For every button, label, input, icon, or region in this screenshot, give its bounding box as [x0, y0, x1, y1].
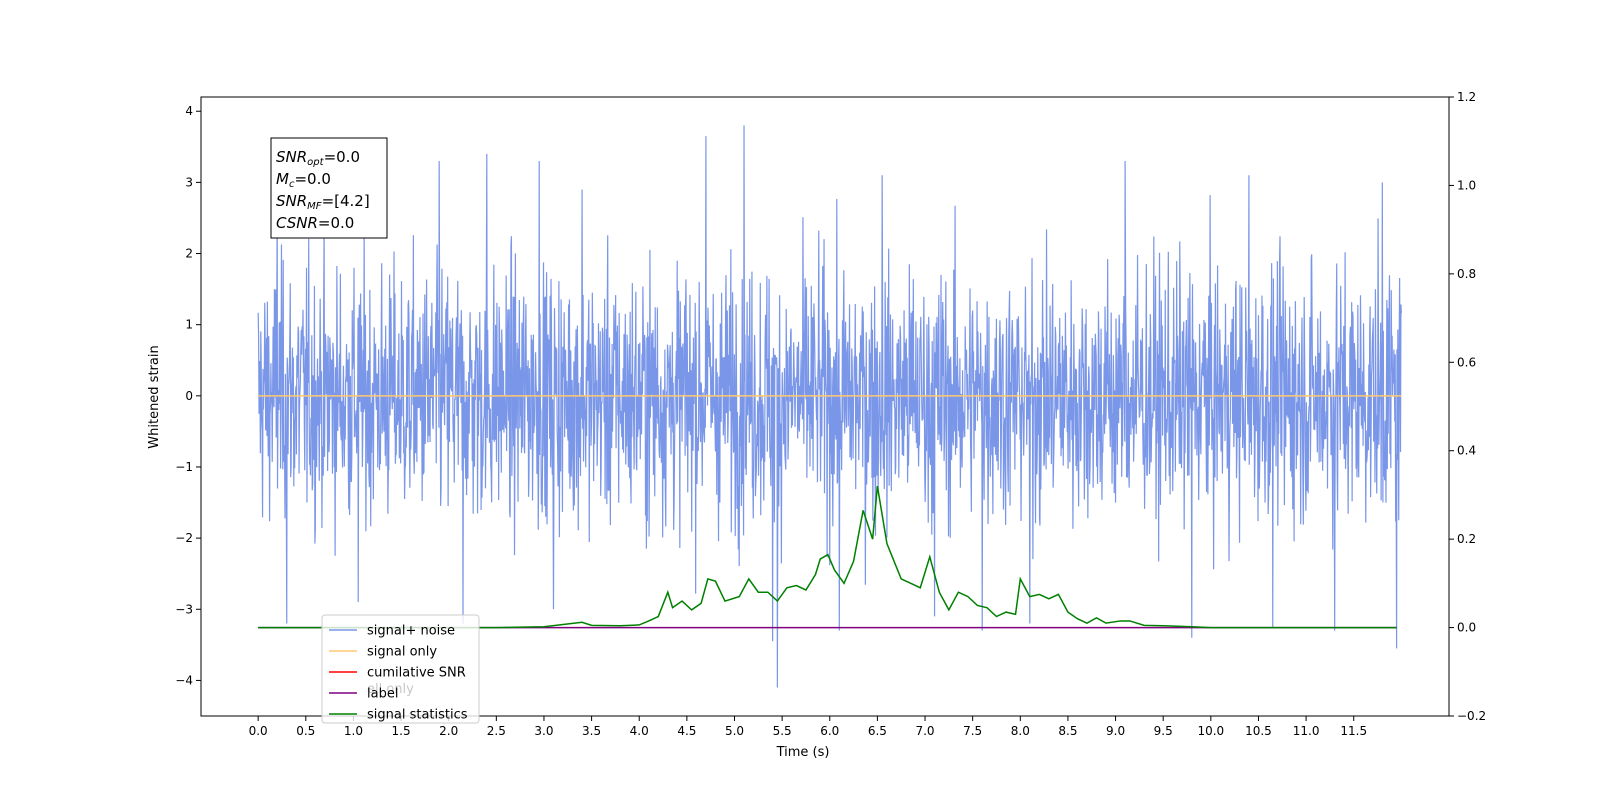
- x-tick-label: 11.0: [1293, 724, 1320, 738]
- axes-layer: 0.0 0.5 1.0 1.5 2.0 2.5 3.0 3.5 4.0 4.5 5.0 5.5 6.0 6…: [175, 90, 1486, 738]
- series-signal-statistics-line: [258, 485, 1397, 629]
- x-tick-label: 3.0: [534, 724, 553, 738]
- x-tick-label: 4.5: [677, 724, 696, 738]
- x-tick-label: 9.5: [1154, 724, 1173, 738]
- legend-label: signal+ noise: [367, 624, 455, 639]
- x-tick-label: 4.0: [630, 724, 649, 738]
- y2-tick-label: −0.2: [1457, 709, 1486, 723]
- x-tick-label: 11.5: [1340, 724, 1367, 738]
- x-tick-label: 1.0: [344, 724, 363, 738]
- y-tick-label: 0: [185, 389, 193, 403]
- x-axis-label: Time (s): [776, 745, 830, 760]
- annotation-line: SNRMF=[4.2]: [276, 192, 370, 212]
- x-tick-label: 6.0: [820, 724, 839, 738]
- x-tick-label: 2.5: [487, 724, 506, 738]
- x-tick-label: 5.5: [773, 724, 792, 738]
- y-tick-label: −1: [175, 460, 193, 474]
- y-tick-label: 2: [185, 247, 193, 261]
- x-tick-label: 0.0: [249, 724, 268, 738]
- x-tick-label: 8.5: [1058, 724, 1077, 738]
- x-tick-label: 3.5: [582, 724, 601, 738]
- y2-tick-label: 0.2: [1457, 532, 1476, 546]
- legend-label: signal statistics: [367, 708, 468, 723]
- legend-frame: [321, 614, 480, 724]
- x-tick-label: 6.5: [868, 724, 887, 738]
- legend: ell only signal+ noise signal only cumilati…: [321, 614, 480, 724]
- y2-tick-label: 1.0: [1457, 178, 1476, 192]
- annotation-line: SNRopt=0.0: [276, 148, 360, 168]
- legend-label: signal only: [367, 645, 437, 660]
- x-tick-label: 10.5: [1245, 724, 1272, 738]
- axes-frame: [200, 96, 1450, 717]
- annotation-line: CSNR=0.0: [276, 214, 354, 232]
- x-tick-label: 2.0: [439, 724, 458, 738]
- x-tick-label: 7.5: [963, 724, 982, 738]
- y2-tick-label: 0.8: [1457, 267, 1476, 281]
- y-tick-label: 4: [185, 104, 193, 118]
- annotation-line: Mc=0.0: [276, 170, 331, 190]
- y-tick-label: −4: [175, 673, 193, 687]
- y-axis-label: Whitened strain: [147, 345, 162, 448]
- x-tick-label: 9.0: [1106, 724, 1125, 738]
- legend-label: label: [367, 687, 398, 702]
- x-tick-label: 0.5: [296, 724, 315, 738]
- x-tick-label: 10.0: [1197, 724, 1224, 738]
- legend-hidden-text: ell only: [367, 682, 414, 697]
- series-signal-noise-line: [257, 125, 1402, 688]
- y2-tick-label: 0.0: [1457, 621, 1476, 635]
- x-tick-label: 1.5: [392, 724, 411, 738]
- x-tick-label: 7.0: [915, 724, 934, 738]
- y2-tick-label: 1.2: [1457, 90, 1476, 104]
- y-tick-label: −3: [175, 602, 193, 616]
- y2-tick-label: 0.4: [1457, 444, 1476, 458]
- x-tick-label: 5.0: [725, 724, 744, 738]
- x-tick-label: 8.0: [1011, 724, 1030, 738]
- y-tick-label: −2: [175, 531, 193, 545]
- y2-tick-label: 0.6: [1457, 355, 1476, 369]
- legend-label: cumilative SNR: [367, 666, 466, 681]
- y-tick-label: 3: [185, 175, 193, 189]
- y-tick-label: 1: [185, 318, 193, 332]
- annotation-frame: [270, 137, 388, 239]
